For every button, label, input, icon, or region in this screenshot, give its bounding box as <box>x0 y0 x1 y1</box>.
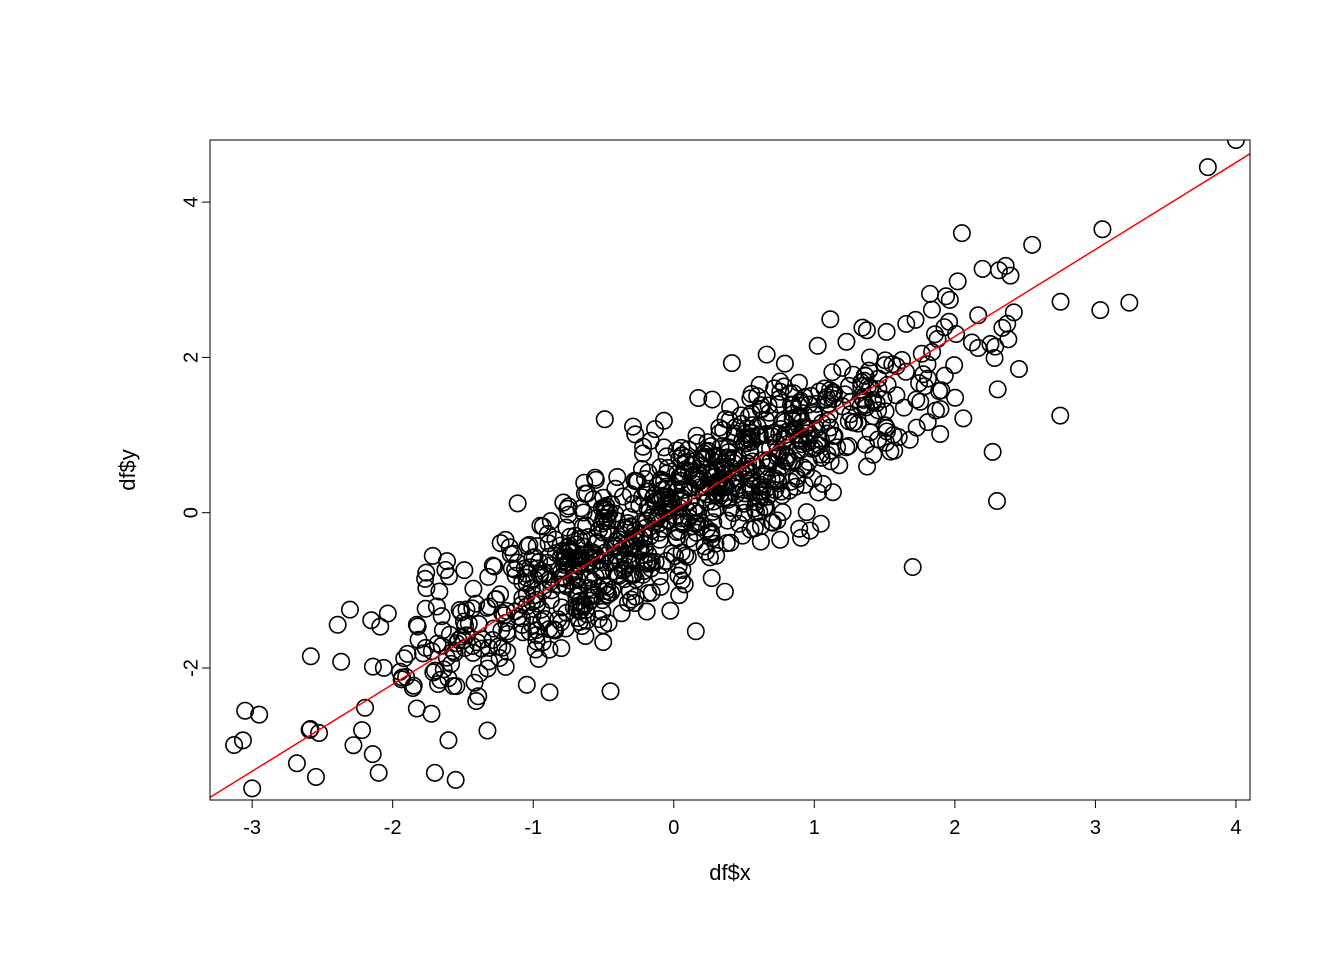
x-axis-title: df$x <box>709 860 751 885</box>
x-tick-label: 4 <box>1230 817 1241 839</box>
x-tick-label: -3 <box>243 817 261 839</box>
y-axis-title: df$y <box>115 449 140 491</box>
x-tick-label: -1 <box>524 817 542 839</box>
x-tick-label: 1 <box>809 817 820 839</box>
scatter-chart: -3 -2 -1 0 1 2 3 4 -2 0 2 4 df$x df$y <box>0 0 1344 960</box>
y-tick-label: -2 <box>180 659 202 677</box>
x-tick-label: 3 <box>1090 817 1101 839</box>
x-tick-label: -2 <box>384 817 402 839</box>
y-tick-label: 0 <box>180 507 202 518</box>
x-tick-label: 2 <box>949 817 960 839</box>
y-tick-label: 4 <box>180 197 202 208</box>
x-tick-label: 0 <box>668 817 679 839</box>
y-tick-label: 2 <box>180 352 202 363</box>
chart-svg: -3 -2 -1 0 1 2 3 4 -2 0 2 4 df$x df$y <box>0 0 1344 960</box>
